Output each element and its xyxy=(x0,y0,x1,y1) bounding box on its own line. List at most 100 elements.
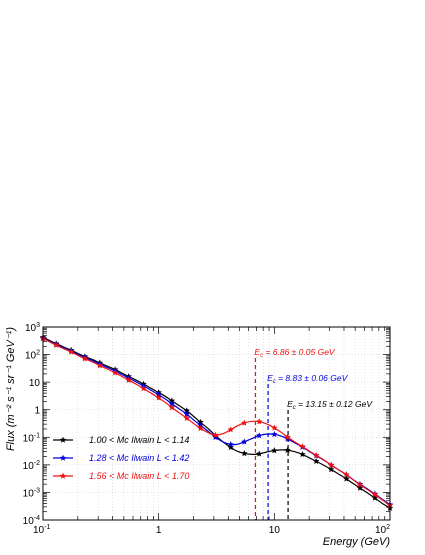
series-point-0 xyxy=(284,446,291,453)
series-point-1 xyxy=(155,391,162,398)
y-tick-label: 10-3 xyxy=(23,487,40,499)
legend-label-0: 1.00 < Mc Ilwain L < 1.14 xyxy=(89,435,189,445)
x-tick-label: 102 xyxy=(375,524,390,536)
series-point-2 xyxy=(299,443,306,450)
y-tick-label: 10-2 xyxy=(23,460,40,472)
series-point-2 xyxy=(96,362,104,369)
cutoff-label-1: Ec = 8.83 ± 0.06 GeV xyxy=(267,373,349,385)
series-point-2 xyxy=(212,431,219,438)
series-point-1 xyxy=(183,410,191,417)
y-tick-label-base: 10 xyxy=(25,351,37,362)
series-point-2 xyxy=(52,341,60,348)
series-point-2 xyxy=(140,385,147,392)
series-point-1 xyxy=(212,433,219,441)
series-point-1 xyxy=(271,430,278,438)
series-point-0 xyxy=(241,450,248,457)
y-axis-title: Flux (m⁻² s⁻¹ sr⁻¹ GeV⁻¹) xyxy=(5,327,17,451)
legend-marker-1 xyxy=(59,454,67,461)
cutoff-label-subscript: c xyxy=(273,379,276,385)
series-point-0 xyxy=(271,447,278,454)
cutoff-label-symbol: E xyxy=(254,347,260,357)
legend-marker-0 xyxy=(59,436,67,443)
series-point-0 xyxy=(227,443,234,451)
cutoff-label-value: = 6.86 ± 0.05 GeV xyxy=(263,347,336,357)
x-tick-label-base: 10 xyxy=(269,525,281,536)
legend-label-2: 1.56 < Mc Ilwain L < 1.70 xyxy=(89,471,189,481)
series-point-2 xyxy=(343,471,350,478)
y-tick-label: 10-4 xyxy=(23,515,40,527)
series-point-1 xyxy=(227,441,234,448)
y-tick-label: 10-1 xyxy=(23,432,40,444)
series-point-2 xyxy=(271,424,278,431)
x-tick-label-exp: -1 xyxy=(44,524,50,531)
series-point-2 xyxy=(255,418,263,425)
y-tick-label-base: 10 xyxy=(23,516,35,527)
y-tick-label-exp: -2 xyxy=(34,460,40,467)
series-point-0 xyxy=(183,407,191,414)
y-tick-label-exp: 3 xyxy=(36,322,40,329)
series-point-1 xyxy=(168,400,176,407)
series-point-2 xyxy=(67,348,75,355)
y-tick-label: 10 xyxy=(29,378,41,389)
series-point-2 xyxy=(168,404,176,411)
series-point-2 xyxy=(371,491,379,498)
y-tick-label-exp: -4 xyxy=(34,515,40,522)
series-point-2 xyxy=(197,425,204,432)
y-tick-label-base: 10 xyxy=(29,378,41,389)
y-tick-label-base: 10 xyxy=(23,461,35,472)
x-tick-label-base: 10 xyxy=(375,525,387,536)
y-tick-label-exp: -1 xyxy=(34,432,40,439)
cutoff-label-subscript: c xyxy=(260,353,263,359)
x-tick-label-base: 1 xyxy=(156,525,162,536)
series-point-0 xyxy=(343,475,350,482)
series-point-2 xyxy=(81,355,89,362)
cutoff-label-symbol: E xyxy=(287,399,293,409)
cutoff-label-value: = 8.83 ± 0.06 GeV xyxy=(276,373,349,383)
cutoff-label-2: Ec = 6.86 ± 0.05 GeV xyxy=(254,347,336,359)
series-point-2 xyxy=(227,426,234,433)
series-point-0 xyxy=(299,450,306,458)
series-point-0 xyxy=(255,450,263,457)
cutoff-label-subscript: c xyxy=(293,405,296,411)
series-point-0 xyxy=(356,484,364,491)
y-tick-label-base: 1 xyxy=(34,406,40,417)
grid xyxy=(43,327,390,520)
y-tick-label: 1 xyxy=(34,406,40,417)
x-tick-label: 10-1 xyxy=(33,524,50,536)
legend-marker-2 xyxy=(59,472,67,479)
y-tick-label-base: 10 xyxy=(25,323,37,334)
y-tick-label-exp: -3 xyxy=(34,487,40,494)
y-tick-label: 102 xyxy=(25,350,40,362)
plot-frame xyxy=(42,326,391,521)
series-point-0 xyxy=(327,466,335,473)
series-point-1 xyxy=(255,432,263,439)
series-point-0 xyxy=(371,494,379,501)
series-point-1 xyxy=(241,438,248,445)
series-point-2 xyxy=(111,369,119,376)
cutoff-label-symbol: E xyxy=(267,373,273,383)
series-point-2 xyxy=(356,481,364,488)
series-point-2 xyxy=(312,451,320,459)
x-tick-label: 10 xyxy=(269,525,281,536)
cutoff-label-value: = 13.15 ± 0.12 GeV xyxy=(296,399,374,409)
legend: 1.00 < Mc Ilwain L < 1.14 1.28 < Mc Ilwai… xyxy=(53,435,189,481)
series-2 xyxy=(39,335,394,509)
y-tick-label-base: 10 xyxy=(23,433,35,444)
series-point-2 xyxy=(155,394,162,401)
x-tick-label-base: 10 xyxy=(33,525,45,536)
y-tick-label-base: 10 xyxy=(23,488,35,499)
x-axis-title: Energy (GeV) xyxy=(323,536,391,548)
series-point-2 xyxy=(183,414,191,422)
y-tick-label-exp: 2 xyxy=(36,350,40,357)
legend-label-1: 1.28 < Mc Ilwain L < 1.42 xyxy=(89,453,189,463)
series-point-2 xyxy=(284,433,291,440)
cutoff-label-0: Ec = 13.15 ± 0.12 GeV xyxy=(287,399,373,411)
x-tick-label: 1 xyxy=(156,525,162,536)
series-point-2 xyxy=(241,419,248,426)
series-point-2 xyxy=(327,461,335,468)
